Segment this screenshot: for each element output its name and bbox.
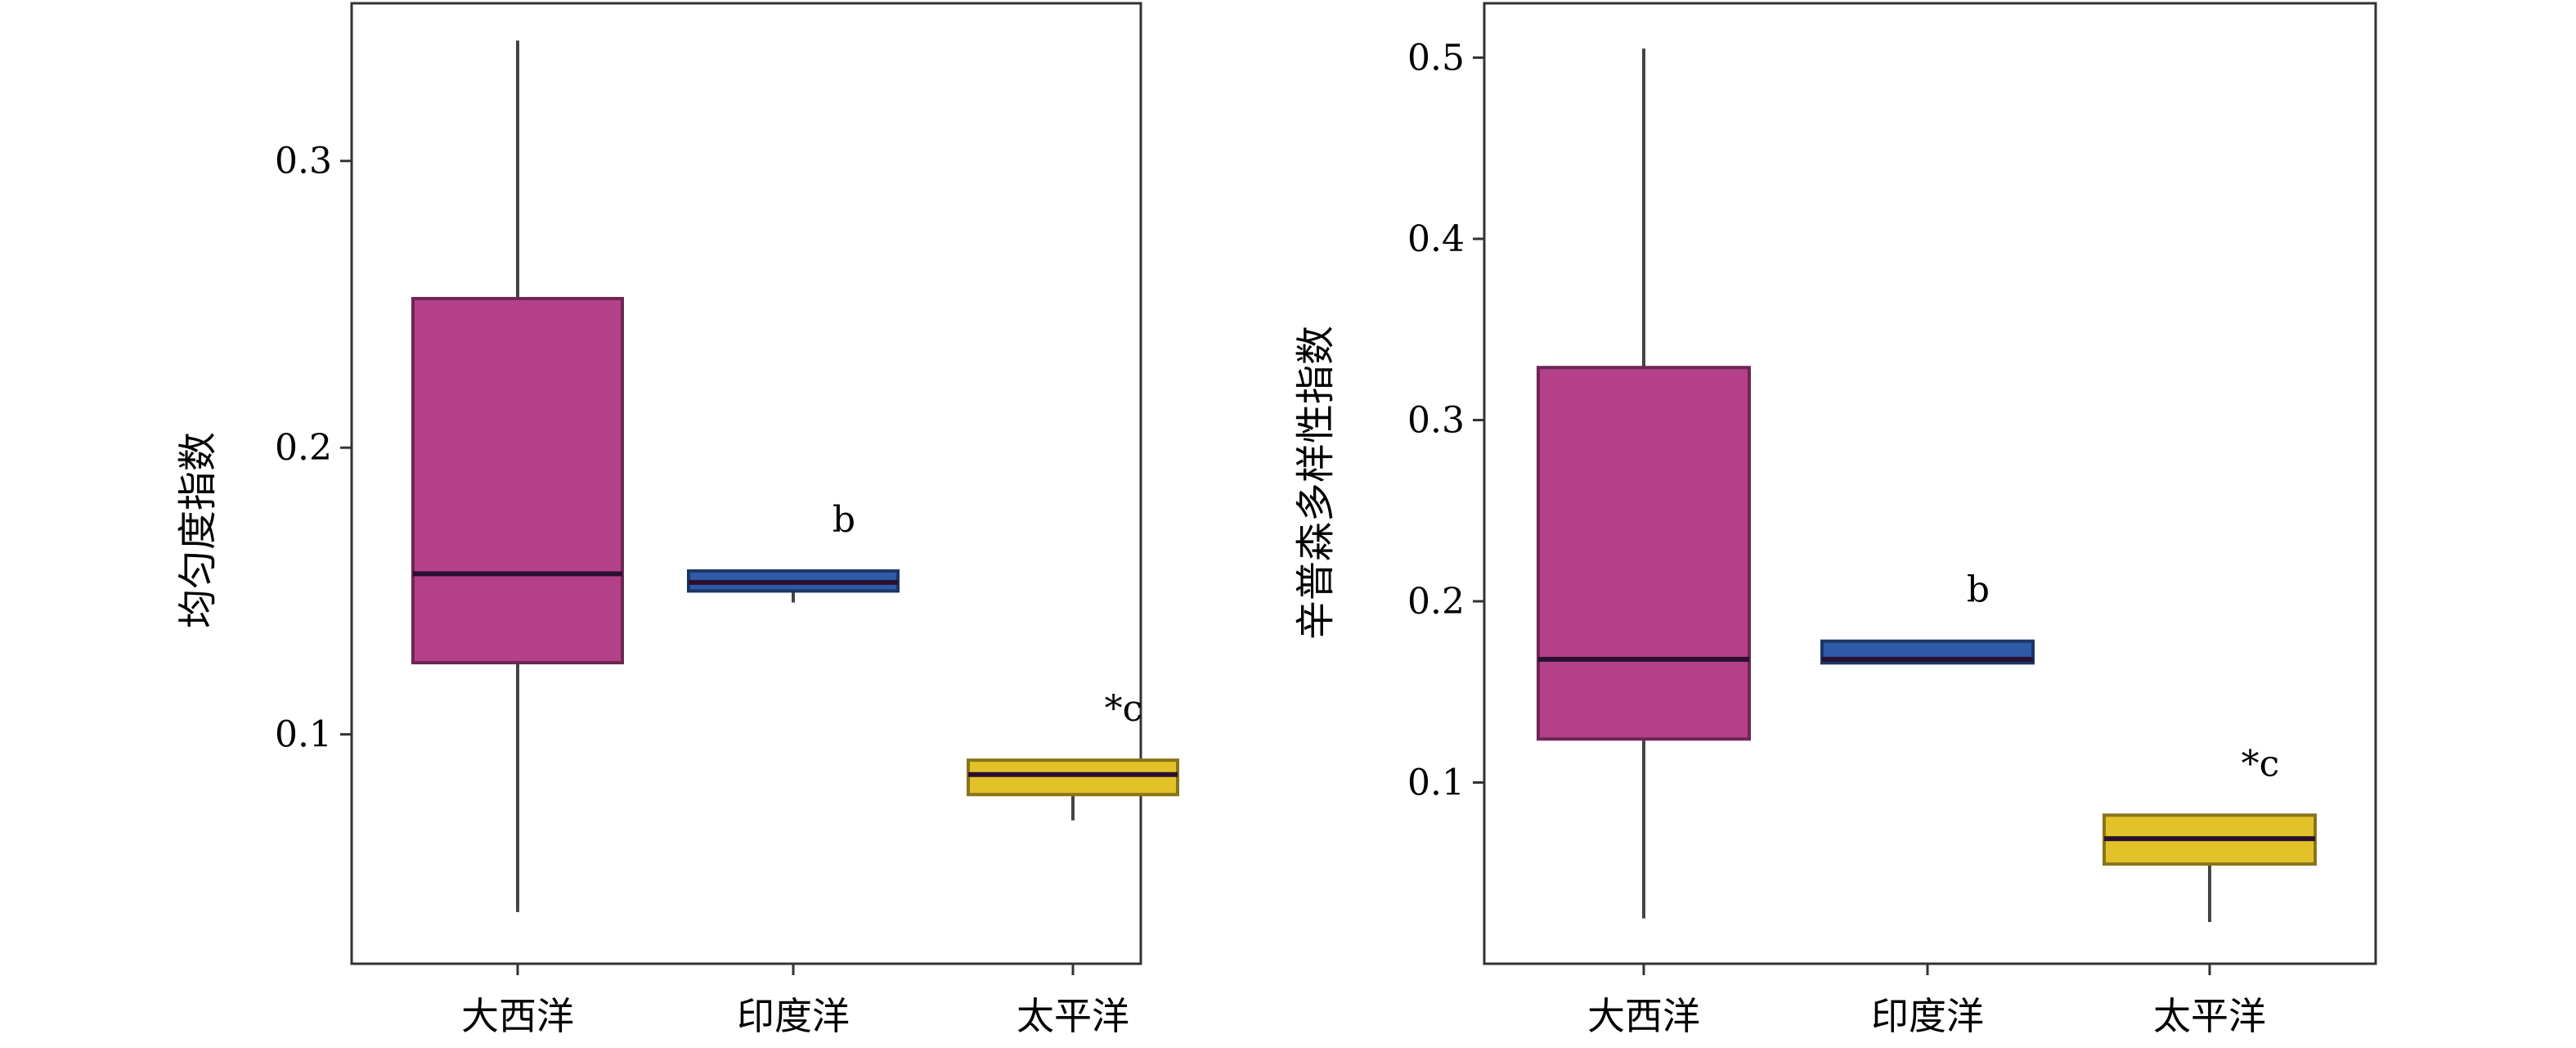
y-axis-title-1: 辛普森多样性指数: [1293, 326, 1339, 640]
y-tick-label-1-1: 0.2: [1407, 581, 1465, 623]
significance-label-1-1: b: [1967, 569, 1990, 611]
y-tick-label-1-3: 0.4: [1407, 218, 1465, 260]
x-tick-label-1-2: 太平洋: [2153, 994, 2266, 1038]
y-tick-label-1-4: 0.5: [1407, 37, 1465, 79]
x-tick-label-1-1: 印度洋: [1871, 994, 1984, 1038]
y-tick-label-1-0: 0.1: [1407, 762, 1465, 803]
box-0-2: [967, 758, 1179, 797]
x-tick-label-0-1: 印度洋: [737, 994, 850, 1038]
box-1-0: [1537, 366, 1751, 741]
plot-frame-1: [1483, 2, 2377, 965]
plot-frame-0: [350, 2, 1142, 965]
x-tick-label-1-0: 大西洋: [1587, 994, 1700, 1038]
y-tick-label-0-0: 0.1: [275, 714, 332, 756]
box-0-0: [411, 296, 624, 665]
y-tick-label-0-1: 0.2: [275, 427, 332, 469]
x-tick-label-0-0: 大西洋: [461, 994, 574, 1038]
y-tick-label-0-2: 0.3: [275, 141, 332, 182]
significance-label-0-1: b: [832, 499, 855, 541]
significance-label-1-2: *c: [2242, 743, 2280, 785]
significance-label-0-2: *c: [1105, 688, 1143, 730]
x-tick-label-0-2: 太平洋: [1016, 994, 1129, 1038]
y-axis-title-0: 均匀度指数: [175, 432, 221, 628]
y-tick-label-1-2: 0.3: [1407, 399, 1465, 441]
